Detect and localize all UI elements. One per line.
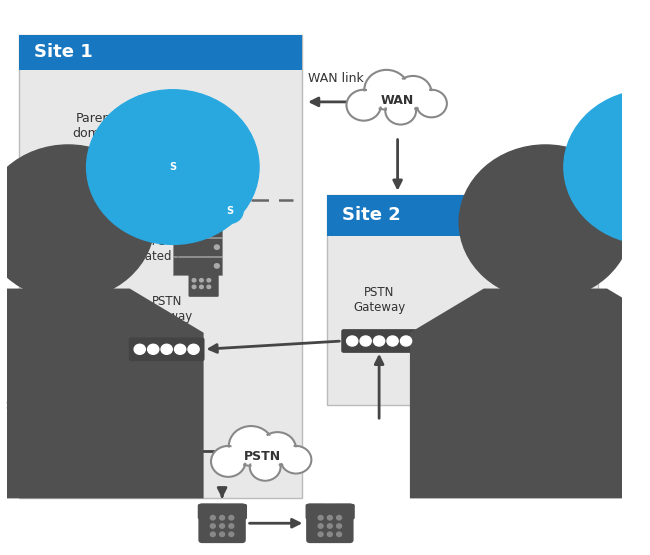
- FancyBboxPatch shape: [19, 34, 302, 498]
- Circle shape: [318, 532, 323, 537]
- Circle shape: [0, 145, 154, 300]
- Circle shape: [211, 524, 215, 528]
- Circle shape: [262, 435, 293, 463]
- FancyBboxPatch shape: [335, 504, 355, 519]
- FancyBboxPatch shape: [327, 195, 598, 236]
- Circle shape: [346, 336, 358, 346]
- Circle shape: [328, 532, 332, 537]
- Circle shape: [216, 199, 243, 223]
- Circle shape: [328, 524, 332, 528]
- Text: PSTN: PSTN: [244, 451, 281, 463]
- Circle shape: [360, 336, 371, 346]
- Circle shape: [459, 145, 632, 300]
- Circle shape: [214, 245, 219, 249]
- Circle shape: [416, 90, 447, 117]
- Circle shape: [232, 429, 270, 463]
- Circle shape: [207, 279, 211, 282]
- Circle shape: [211, 516, 215, 520]
- Text: WAN link: WAN link: [307, 72, 363, 85]
- Text: Site 1: Site 1: [34, 43, 93, 62]
- Circle shape: [400, 336, 411, 346]
- Circle shape: [419, 92, 445, 115]
- Circle shape: [229, 516, 234, 520]
- Circle shape: [207, 285, 211, 289]
- Text: Site 2: Site 2: [342, 206, 401, 224]
- Text: Front End pool
(Mediation Server
collocated ): Front End pool (Mediation Server colloca…: [92, 220, 198, 263]
- Circle shape: [337, 532, 341, 537]
- Circle shape: [220, 532, 224, 537]
- Circle shape: [250, 453, 281, 481]
- Polygon shape: [0, 289, 203, 498]
- Circle shape: [214, 448, 243, 475]
- FancyBboxPatch shape: [198, 504, 217, 519]
- Text: WAN: WAN: [381, 94, 414, 107]
- Text: PSTN
Gateway: PSTN Gateway: [353, 286, 405, 315]
- Circle shape: [564, 90, 650, 244]
- Circle shape: [281, 446, 311, 473]
- FancyBboxPatch shape: [198, 503, 246, 543]
- Circle shape: [220, 516, 224, 520]
- Circle shape: [397, 78, 429, 107]
- Circle shape: [368, 73, 406, 107]
- Circle shape: [229, 532, 234, 537]
- Circle shape: [346, 90, 381, 120]
- Polygon shape: [102, 95, 176, 161]
- Circle shape: [259, 432, 296, 465]
- Text: S: S: [647, 162, 650, 172]
- Circle shape: [374, 336, 385, 346]
- Circle shape: [229, 524, 234, 528]
- Circle shape: [211, 532, 215, 537]
- FancyBboxPatch shape: [188, 273, 218, 297]
- Circle shape: [229, 426, 273, 466]
- Circle shape: [328, 516, 332, 520]
- Circle shape: [337, 516, 341, 520]
- Circle shape: [318, 524, 323, 528]
- Text: Parent
domain: Parent domain: [72, 112, 119, 140]
- FancyBboxPatch shape: [341, 329, 417, 353]
- Circle shape: [214, 264, 219, 268]
- FancyBboxPatch shape: [19, 34, 302, 70]
- Circle shape: [214, 226, 219, 230]
- Circle shape: [318, 516, 323, 520]
- Circle shape: [337, 524, 341, 528]
- Circle shape: [188, 344, 199, 354]
- Circle shape: [134, 344, 146, 354]
- Circle shape: [192, 285, 196, 289]
- FancyBboxPatch shape: [173, 238, 222, 256]
- Circle shape: [220, 524, 224, 528]
- Circle shape: [174, 344, 186, 354]
- Text: Skype for
Business
client: Skype for Business client: [6, 399, 62, 442]
- Circle shape: [395, 76, 432, 109]
- Circle shape: [387, 99, 414, 123]
- Circle shape: [161, 344, 172, 354]
- Text: Skype for
Business
client: Skype for Business client: [526, 399, 582, 442]
- Polygon shape: [410, 289, 650, 498]
- Circle shape: [385, 97, 416, 124]
- Text: S: S: [226, 206, 233, 216]
- Circle shape: [387, 336, 398, 346]
- FancyBboxPatch shape: [306, 503, 354, 543]
- FancyBboxPatch shape: [173, 220, 222, 237]
- Circle shape: [86, 90, 259, 244]
- Circle shape: [148, 344, 159, 354]
- FancyBboxPatch shape: [129, 337, 205, 361]
- FancyBboxPatch shape: [306, 504, 324, 519]
- FancyBboxPatch shape: [327, 195, 598, 405]
- Circle shape: [192, 279, 196, 282]
- Circle shape: [252, 455, 278, 478]
- Circle shape: [349, 92, 378, 118]
- Text: PSTN
Gateway: PSTN Gateway: [140, 295, 193, 323]
- FancyBboxPatch shape: [173, 257, 222, 275]
- Circle shape: [365, 70, 409, 110]
- FancyBboxPatch shape: [228, 504, 247, 519]
- Circle shape: [200, 285, 203, 289]
- Circle shape: [283, 448, 309, 471]
- Circle shape: [211, 446, 246, 477]
- Text: S: S: [169, 162, 176, 172]
- Circle shape: [200, 279, 203, 282]
